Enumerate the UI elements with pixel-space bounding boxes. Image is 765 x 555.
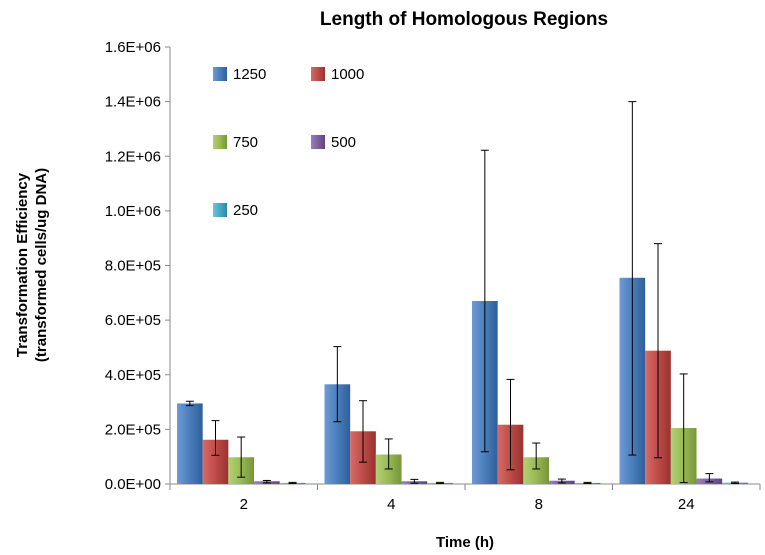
legend-swatch: [213, 135, 227, 149]
x-tick-label: 4: [387, 496, 395, 513]
legend-swatch: [311, 135, 325, 149]
error-bar-250-4: [436, 481, 445, 484]
error-bar-750-8: [532, 442, 541, 470]
error-bar-500-8: [557, 478, 566, 484]
legend-item-750: 750: [213, 134, 258, 151]
error-bar-750-2: [237, 436, 246, 478]
y-tick-label: 1.0E+06: [105, 203, 161, 220]
x-tick-label: 2: [240, 496, 248, 513]
error-bar-750-4: [384, 438, 393, 470]
y-tick-label: 1.4E+06: [105, 94, 161, 111]
error-bar-1000-2: [211, 420, 220, 456]
error-bar-500-2: [262, 479, 271, 484]
bars: [177, 277, 748, 484]
error-bar-250-24: [731, 481, 740, 484]
error-bars: [185, 101, 740, 484]
y-tick-label: 6.0E+05: [105, 312, 161, 329]
legend-item-250: 250: [213, 202, 258, 219]
x-axis-title: Time (h): [436, 534, 494, 551]
y-tick-label: 0.0E+00: [105, 476, 161, 493]
chart-title: Length of Homologous Regions: [320, 9, 608, 30]
error-bar-500-24: [705, 473, 714, 483]
y-tick-label: 4.0E+05: [105, 367, 161, 384]
error-bar-500-4: [410, 478, 419, 484]
legend-label: 1250: [233, 66, 266, 83]
legend-label: 1000: [331, 66, 364, 83]
y-axis-title-line-1: Transformation Efficiency: [14, 172, 31, 357]
legend-item-1250: 1250: [213, 66, 266, 83]
x-tick-label: 24: [678, 496, 695, 513]
legend-item-500: 500: [311, 134, 356, 151]
y-axis-ticks: 0.0E+00 2.0E+05 4.0E+05 6.0E+05 8.0E+05 1.0E+…: [105, 39, 170, 493]
error-bar-1250-2: [185, 400, 194, 407]
legend-item-1000: 1000: [311, 66, 364, 83]
legend-label: 500: [331, 134, 356, 151]
bar-1250-2: [177, 403, 203, 484]
legend-swatch: [213, 203, 227, 217]
error-bar-750-24: [679, 373, 688, 484]
y-tick-label: 1.6E+06: [105, 39, 161, 56]
y-axis-title-line-2: (transformed cells/ug DNA): [33, 168, 50, 362]
legend-swatch: [311, 67, 325, 81]
y-tick-label: 8.0E+05: [105, 258, 161, 275]
y-tick-label: 1.2E+06: [105, 148, 161, 165]
legend-label: 250: [233, 202, 258, 219]
error-bar-1000-24: [654, 243, 663, 459]
y-tick-label: 2.0E+05: [105, 421, 161, 438]
error-bar-250-2: [288, 481, 297, 484]
error-bar-1000-4: [359, 400, 368, 463]
x-tick-label: 8: [535, 496, 543, 513]
error-bar-250-8: [583, 481, 592, 484]
y-axis-title: Transformation Efficiency (transformed c…: [14, 168, 50, 362]
error-bar-1250-8: [480, 149, 489, 453]
legend-swatch: [213, 67, 227, 81]
error-bar-1250-24: [628, 101, 637, 456]
error-bar-1000-8: [506, 378, 515, 471]
x-axis-ticks: 2 4 8 24: [169, 484, 761, 513]
error-bar-1250-4: [333, 346, 342, 423]
legend: 1250 1000 750 500 250: [213, 66, 364, 219]
legend-label: 750: [233, 134, 258, 151]
